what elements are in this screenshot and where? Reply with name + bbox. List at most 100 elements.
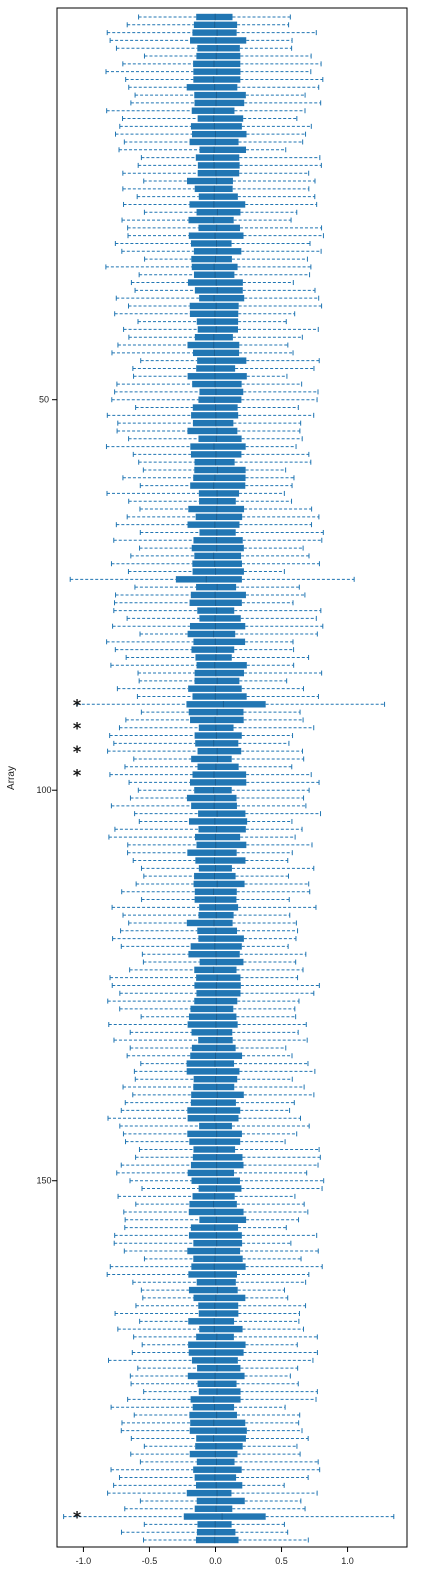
box xyxy=(189,622,246,630)
flag-marker-array-95: * xyxy=(73,742,82,761)
box xyxy=(192,29,237,36)
box xyxy=(190,37,247,44)
box xyxy=(198,826,246,833)
box xyxy=(190,1052,243,1059)
box-array-45 xyxy=(140,357,320,364)
box-array-181 xyxy=(121,1419,300,1427)
box-array-66 xyxy=(115,521,313,528)
box-array-81 xyxy=(106,638,294,646)
box xyxy=(188,1318,235,1325)
box-array-8 xyxy=(105,68,312,75)
box-array-128 xyxy=(119,1005,296,1013)
box-array-172 xyxy=(131,1349,318,1356)
box-array-62 xyxy=(106,490,285,497)
box-array-26 xyxy=(143,209,298,216)
box xyxy=(195,833,241,841)
box-array-162 xyxy=(106,1271,310,1278)
box xyxy=(199,1216,247,1223)
box xyxy=(192,1404,235,1411)
box-array-185 xyxy=(130,1450,301,1458)
box-array-61 xyxy=(139,482,293,489)
box-array-22 xyxy=(143,177,316,185)
box xyxy=(187,630,236,638)
box-array-89 xyxy=(76,701,386,708)
box-array-192 xyxy=(124,1505,306,1512)
box-array-20 xyxy=(137,162,322,169)
box xyxy=(186,701,266,708)
box xyxy=(197,326,238,333)
box xyxy=(193,1240,243,1247)
box-array-29 xyxy=(127,232,324,239)
box-array-103 xyxy=(134,810,322,817)
box-array-56 xyxy=(105,443,297,450)
box-array-107 xyxy=(127,841,313,849)
box xyxy=(197,170,240,177)
flag-marker-array-89: * xyxy=(73,695,82,714)
box-array-141 xyxy=(120,1107,291,1114)
box xyxy=(196,990,241,997)
box-array-161 xyxy=(109,1263,323,1270)
box-array-4 xyxy=(109,37,293,44)
box xyxy=(197,607,235,614)
box xyxy=(199,294,245,302)
box-array-28 xyxy=(127,224,323,232)
box-array-87 xyxy=(116,685,304,692)
box xyxy=(196,841,247,849)
box xyxy=(193,1294,246,1302)
box xyxy=(193,248,242,255)
box xyxy=(196,1333,234,1341)
box-array-178 xyxy=(127,1396,317,1403)
box-array-187 xyxy=(110,1466,321,1473)
box xyxy=(197,1380,237,1387)
box xyxy=(186,1489,232,1497)
box xyxy=(195,1482,243,1489)
box xyxy=(195,740,239,747)
box xyxy=(199,146,247,153)
box xyxy=(198,224,240,232)
box-array-156 xyxy=(124,1224,287,1231)
box-array-46 xyxy=(132,365,315,372)
box-array-146 xyxy=(138,1146,320,1153)
boxes-group xyxy=(63,13,395,1544)
box xyxy=(186,1068,240,1075)
box-array-130 xyxy=(108,1021,307,1028)
box xyxy=(195,654,232,661)
box-array-67 xyxy=(139,529,324,536)
box-array-79 xyxy=(112,622,324,630)
box xyxy=(194,458,235,466)
box xyxy=(198,1036,233,1044)
box xyxy=(189,1450,238,1458)
box xyxy=(191,1263,246,1270)
box-array-135 xyxy=(140,1060,309,1067)
box-array-154 xyxy=(123,1208,309,1216)
box xyxy=(197,763,239,770)
box-array-76 xyxy=(114,599,294,606)
box-array-64 xyxy=(139,505,313,513)
box-array-93 xyxy=(109,732,294,739)
box-array-96 xyxy=(133,755,305,763)
box xyxy=(194,982,241,989)
box-array-9 xyxy=(125,76,324,83)
box-array-109 xyxy=(132,857,289,864)
box xyxy=(197,927,238,935)
box xyxy=(186,919,233,927)
box-array-49 xyxy=(114,388,319,396)
box xyxy=(188,1208,244,1216)
box-array-85 xyxy=(137,669,323,677)
box xyxy=(198,1310,239,1317)
box-array-113 xyxy=(121,888,311,895)
box xyxy=(196,13,233,21)
box xyxy=(189,779,247,786)
box xyxy=(194,966,237,974)
box xyxy=(187,1372,245,1380)
box xyxy=(187,1169,235,1177)
box xyxy=(189,302,239,310)
box-array-137 xyxy=(134,1075,293,1083)
box-array-82 xyxy=(114,646,295,653)
box xyxy=(198,396,242,403)
box-array-120 xyxy=(120,943,289,950)
box-array-196 xyxy=(143,1536,309,1544)
box xyxy=(191,1029,233,1036)
box-array-80 xyxy=(139,630,318,638)
